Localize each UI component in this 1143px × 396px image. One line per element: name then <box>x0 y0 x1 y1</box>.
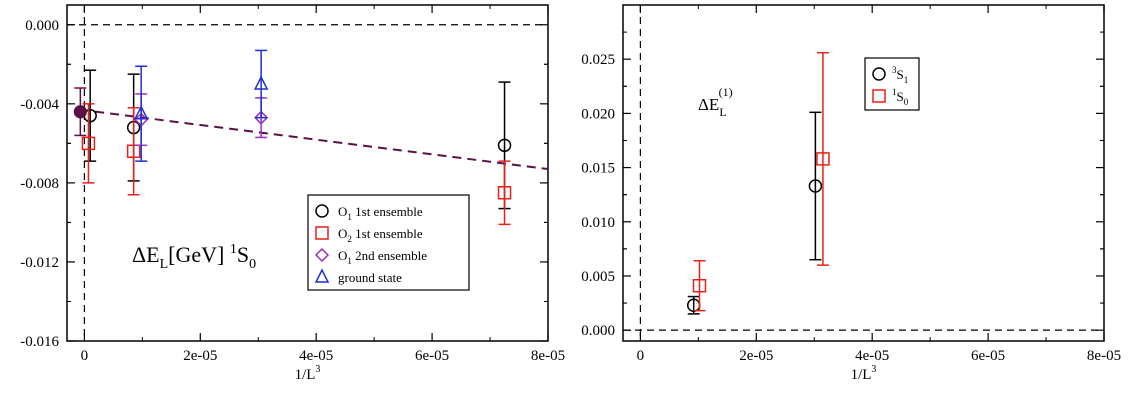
x-tick-label: 8e-05 <box>531 348 565 364</box>
y-tick-label: 0.005 <box>581 269 615 285</box>
chart-annotation: ΔEL (1) <box>698 85 733 119</box>
x-axis-label-superscript: 3 <box>871 364 876 375</box>
x-tick-label: 0 <box>81 348 89 364</box>
legend-box <box>307 194 470 291</box>
legend-marker <box>314 247 330 263</box>
data-point-square <box>81 136 96 151</box>
legend-label-rest: 1st ensemble <box>352 226 423 241</box>
data-point-triangle <box>133 105 149 120</box>
x-tick-label: 8e-05 <box>1087 348 1121 364</box>
legend-label: O2 1st ensemble <box>338 226 423 244</box>
data-point-square <box>126 144 141 159</box>
y-tick-label: 0.000 <box>25 18 59 34</box>
annotation-sup: 1 <box>230 242 237 257</box>
chart-annotation: ΔEL[GeV] 1S0 <box>132 242 256 272</box>
x-tick-label: 2e-05 <box>183 348 217 364</box>
x-axis-label: 1/L3 <box>851 364 877 383</box>
data-point-triangle <box>253 75 269 90</box>
y-tick-label: -0.016 <box>20 334 59 350</box>
data-point-circle <box>808 179 823 193</box>
x-tick-label: 6e-05 <box>415 348 449 364</box>
legend-label-sup: 1 <box>892 87 897 97</box>
data-point-square <box>816 152 830 166</box>
legend-label-main: S <box>897 89 904 104</box>
x-axis-label-text: 1/L <box>295 367 316 383</box>
annotation-main: ΔE <box>132 242 160 267</box>
x-tick-label: 0 <box>637 348 645 364</box>
legend-label-main: ground state <box>338 270 402 285</box>
legend-label-main: O <box>338 204 347 219</box>
annotation-sub2: 0 <box>249 257 256 272</box>
legend-label: O1 1st ensemble <box>338 204 423 222</box>
legend-marker <box>314 268 330 283</box>
data-point-diamond <box>254 110 269 125</box>
annotation-rest: [GeV] <box>168 242 230 267</box>
legend-label-sub: 1 <box>347 256 352 266</box>
x-axis-label-text: 1/L <box>851 367 872 383</box>
data-point-circle <box>497 138 512 153</box>
x-tick-label: 4e-05 <box>299 348 333 364</box>
plot-frame <box>66 4 549 342</box>
annotation-sub: L <box>160 257 169 272</box>
legend-label-rest: 2nd ensemble <box>352 248 427 263</box>
legend-label-main: O <box>338 226 347 241</box>
x-axis-label-superscript: 3 <box>315 364 320 375</box>
y-tick-label: -0.012 <box>20 255 59 271</box>
right-panel-chart: 0 2e-05 4e-05 6e-05 8e-05 0.000 0.005 0.010 0.01… <box>581 4 1121 383</box>
plot-frame <box>622 4 1105 342</box>
legend-label-sup: 3 <box>892 65 897 75</box>
y-tick-label: 0.020 <box>581 106 615 122</box>
x-axis-label: 1/L3 <box>295 364 321 383</box>
x-tick-label: 2e-05 <box>739 348 773 364</box>
x-tick-label: 6e-05 <box>971 348 1005 364</box>
legend-marker <box>872 67 886 81</box>
y-tick-label: 0.025 <box>581 52 615 68</box>
legend-marker <box>872 89 886 103</box>
legend-marker <box>315 204 329 218</box>
annotation-end: S <box>237 242 249 267</box>
data-point-square <box>692 278 707 293</box>
annotation-sub: L <box>719 105 726 119</box>
fit-line <box>80 108 549 171</box>
legend-label: 3S1 <box>892 65 908 85</box>
y-tick-label: 0.015 <box>581 161 615 177</box>
left-panel-chart: 0 2e-05 4e-05 6e-05 8e-05 0.000 -0.004 -0.008 -0… <box>20 4 565 383</box>
legend-label-sub: 1 <box>347 212 352 222</box>
annotation-main: ΔE <box>698 95 719 114</box>
legend-label: 1S0 <box>892 87 909 107</box>
y-tick-label: -0.008 <box>20 176 59 192</box>
y-tick-label: -0.004 <box>20 97 59 113</box>
data-point-square <box>497 186 512 200</box>
legend-label-sub: 2 <box>347 234 352 244</box>
legend-marker <box>315 226 329 240</box>
legend-label-rest: 1st ensemble <box>352 204 423 219</box>
annotation-sup: (1) <box>719 85 733 99</box>
legend-label-sub: 0 <box>904 97 909 107</box>
legend-label: O1 2nd ensemble <box>338 248 427 266</box>
legend-label: ground state <box>338 270 402 285</box>
legend-label-main: O <box>338 248 347 263</box>
y-tick-label: 0.010 <box>581 215 615 231</box>
legend-label-main: S <box>897 67 904 82</box>
legend-label-sub: 1 <box>904 75 909 85</box>
x-tick-label: 4e-05 <box>855 348 889 364</box>
extrapolated-point <box>73 105 87 119</box>
y-tick-label: 0.000 <box>581 323 615 339</box>
